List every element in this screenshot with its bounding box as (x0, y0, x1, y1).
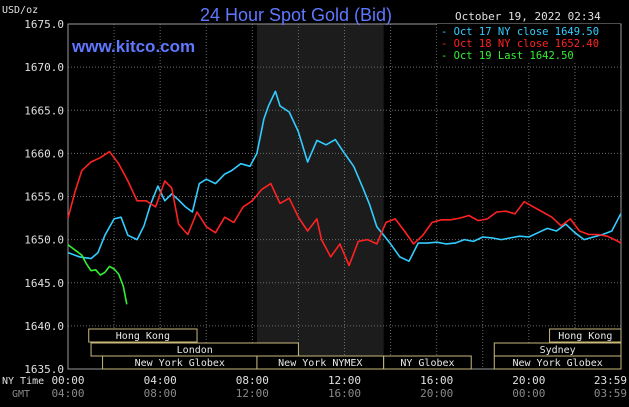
x-tick-label-ny: 08:00 (236, 374, 269, 387)
legend-entry: - Oct 17 NY close 1649.50 (441, 26, 599, 38)
series-line-2 (67, 244, 128, 305)
price-series (67, 90, 622, 305)
chart-title: 24 Hour Spot Gold (Bid) (200, 5, 392, 25)
y-tick-label: 1635.0 (24, 363, 64, 376)
session-label: Sydney (540, 345, 576, 356)
x-tick-labels: 00:00 04:00 08:00 12:00 16:00 20:00 23:5904:00… (51, 374, 627, 400)
date-stamp: October 19, 2022 02:34 (455, 10, 601, 23)
y-tick-label: 1665.0 (24, 104, 64, 117)
session-label: New York Globex (135, 358, 225, 369)
x-tick-label-ny: 20:00 (512, 374, 545, 387)
y-tick-label: 1660.0 (24, 147, 64, 160)
session-bar (383, 355, 472, 370)
y-axis-label: USD/oz (2, 5, 38, 16)
session-label: London (177, 345, 213, 356)
session-label: New York Globex (512, 358, 602, 369)
x-tick-label-gmt: 08:00 (144, 387, 177, 400)
x-tick-label-gmt: 04:00 (51, 387, 84, 400)
x-tick-label-gmt: 03:59 (594, 387, 627, 400)
x-axis-label-gmt: GMT (12, 389, 30, 400)
y-tick-label: 1640.0 (24, 320, 64, 333)
session-label: Hong Kong (558, 331, 612, 342)
y-tick-label: 1645.0 (24, 277, 64, 290)
legend-entry: - Oct 18 NY close 1652.40 (441, 38, 599, 50)
x-tick-label-gmt: 16:00 (328, 387, 361, 400)
x-tick-label-ny: 23:59 (594, 374, 627, 387)
series-line-0 (67, 90, 622, 263)
legend-box (437, 24, 620, 62)
x-tick-label-gmt: 00:00 (512, 387, 545, 400)
y-tick-label: 1675.0 (24, 18, 64, 31)
y-tick-label: 1650.0 (24, 234, 64, 247)
session-label: Hong Kong (116, 331, 170, 342)
site-watermark: www.kitco.com (71, 37, 195, 56)
x-tick-label-ny: 12:00 (328, 374, 361, 387)
y-tick-labels: 1675.0 1670.0 1665.0 1660.0 1655.0 1650.0 1645… (24, 18, 64, 376)
session-bar (493, 355, 622, 370)
x-tick-label-gmt: 12:00 (236, 387, 269, 400)
y-tick-label: 1670.0 (24, 61, 64, 74)
session-label: New York NYMEX (278, 358, 362, 369)
series-line-1 (67, 150, 622, 267)
x-tick-label-ny: 00:00 (51, 374, 84, 387)
legend: - Oct 17 NY close 1649.50- Oct 18 NY clo… (437, 24, 620, 62)
legend-entry: - Oct 19 Last 1642.50 (441, 50, 574, 62)
trading-sessions: Hong Kong Hong Kong London Sydney New York G… (88, 328, 622, 370)
session-label: NY Globex (400, 358, 454, 369)
y-tick-label: 1655.0 (24, 191, 64, 204)
x-tick-label-ny: 04:00 (144, 374, 177, 387)
x-axis-label-ny: NY Time (2, 376, 44, 387)
x-tick-label-gmt: 20:00 (420, 387, 453, 400)
session-bar (549, 328, 622, 343)
x-tick-label-ny: 16:00 (420, 374, 453, 387)
session-bar (88, 328, 198, 343)
